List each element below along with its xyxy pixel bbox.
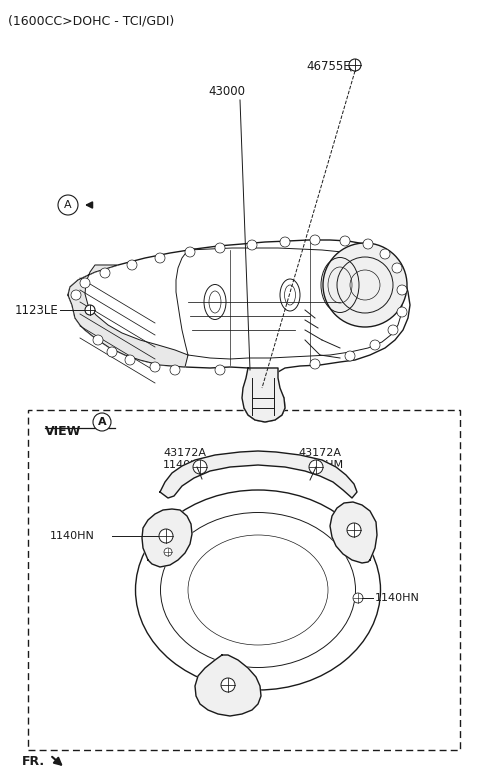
Polygon shape xyxy=(68,265,188,367)
Circle shape xyxy=(71,290,81,300)
Polygon shape xyxy=(330,502,377,563)
Circle shape xyxy=(58,195,78,215)
Circle shape xyxy=(397,307,407,317)
Text: 1140HN: 1140HN xyxy=(50,531,95,541)
Text: 1140HM: 1140HM xyxy=(163,460,209,470)
Circle shape xyxy=(193,460,207,474)
Circle shape xyxy=(347,523,361,537)
Ellipse shape xyxy=(135,490,381,690)
Circle shape xyxy=(247,240,257,250)
Polygon shape xyxy=(195,655,261,716)
Circle shape xyxy=(107,347,117,357)
Circle shape xyxy=(164,548,172,556)
Text: VIEW: VIEW xyxy=(45,425,82,438)
Circle shape xyxy=(340,236,350,246)
Circle shape xyxy=(280,237,290,247)
Text: 1123LE: 1123LE xyxy=(14,304,58,316)
Circle shape xyxy=(310,235,320,245)
Text: 1140HN: 1140HN xyxy=(375,593,420,603)
Text: 46755E: 46755E xyxy=(306,60,351,73)
Circle shape xyxy=(397,285,407,295)
Text: (1600CC>DOHC - TCI/GDI): (1600CC>DOHC - TCI/GDI) xyxy=(8,14,174,27)
Circle shape xyxy=(215,243,225,253)
Text: A: A xyxy=(98,417,106,427)
Text: 43000: 43000 xyxy=(208,85,245,98)
Circle shape xyxy=(309,460,323,474)
Text: FR.: FR. xyxy=(22,755,45,768)
Circle shape xyxy=(150,362,160,372)
Circle shape xyxy=(80,278,90,288)
Circle shape xyxy=(170,365,180,375)
Circle shape xyxy=(85,305,95,315)
Circle shape xyxy=(310,359,320,369)
Circle shape xyxy=(392,263,402,273)
Circle shape xyxy=(159,529,173,543)
Circle shape xyxy=(125,355,135,365)
Circle shape xyxy=(380,249,390,259)
Circle shape xyxy=(221,678,235,692)
Circle shape xyxy=(363,239,373,249)
Circle shape xyxy=(323,243,407,327)
Polygon shape xyxy=(242,368,285,422)
Circle shape xyxy=(100,268,110,278)
Circle shape xyxy=(388,325,398,335)
Polygon shape xyxy=(68,240,410,422)
Circle shape xyxy=(127,260,137,270)
Text: 1140HM: 1140HM xyxy=(298,460,344,470)
Circle shape xyxy=(345,351,355,361)
Text: 43172A: 43172A xyxy=(163,448,206,458)
Circle shape xyxy=(215,365,225,375)
Polygon shape xyxy=(142,509,192,567)
Circle shape xyxy=(93,413,111,431)
Circle shape xyxy=(353,593,363,603)
Circle shape xyxy=(155,253,165,263)
Text: 43172A: 43172A xyxy=(298,448,341,458)
Text: A: A xyxy=(64,200,72,210)
Circle shape xyxy=(349,59,361,71)
Circle shape xyxy=(93,335,103,345)
Polygon shape xyxy=(160,451,357,498)
Circle shape xyxy=(185,247,195,257)
Circle shape xyxy=(370,340,380,350)
